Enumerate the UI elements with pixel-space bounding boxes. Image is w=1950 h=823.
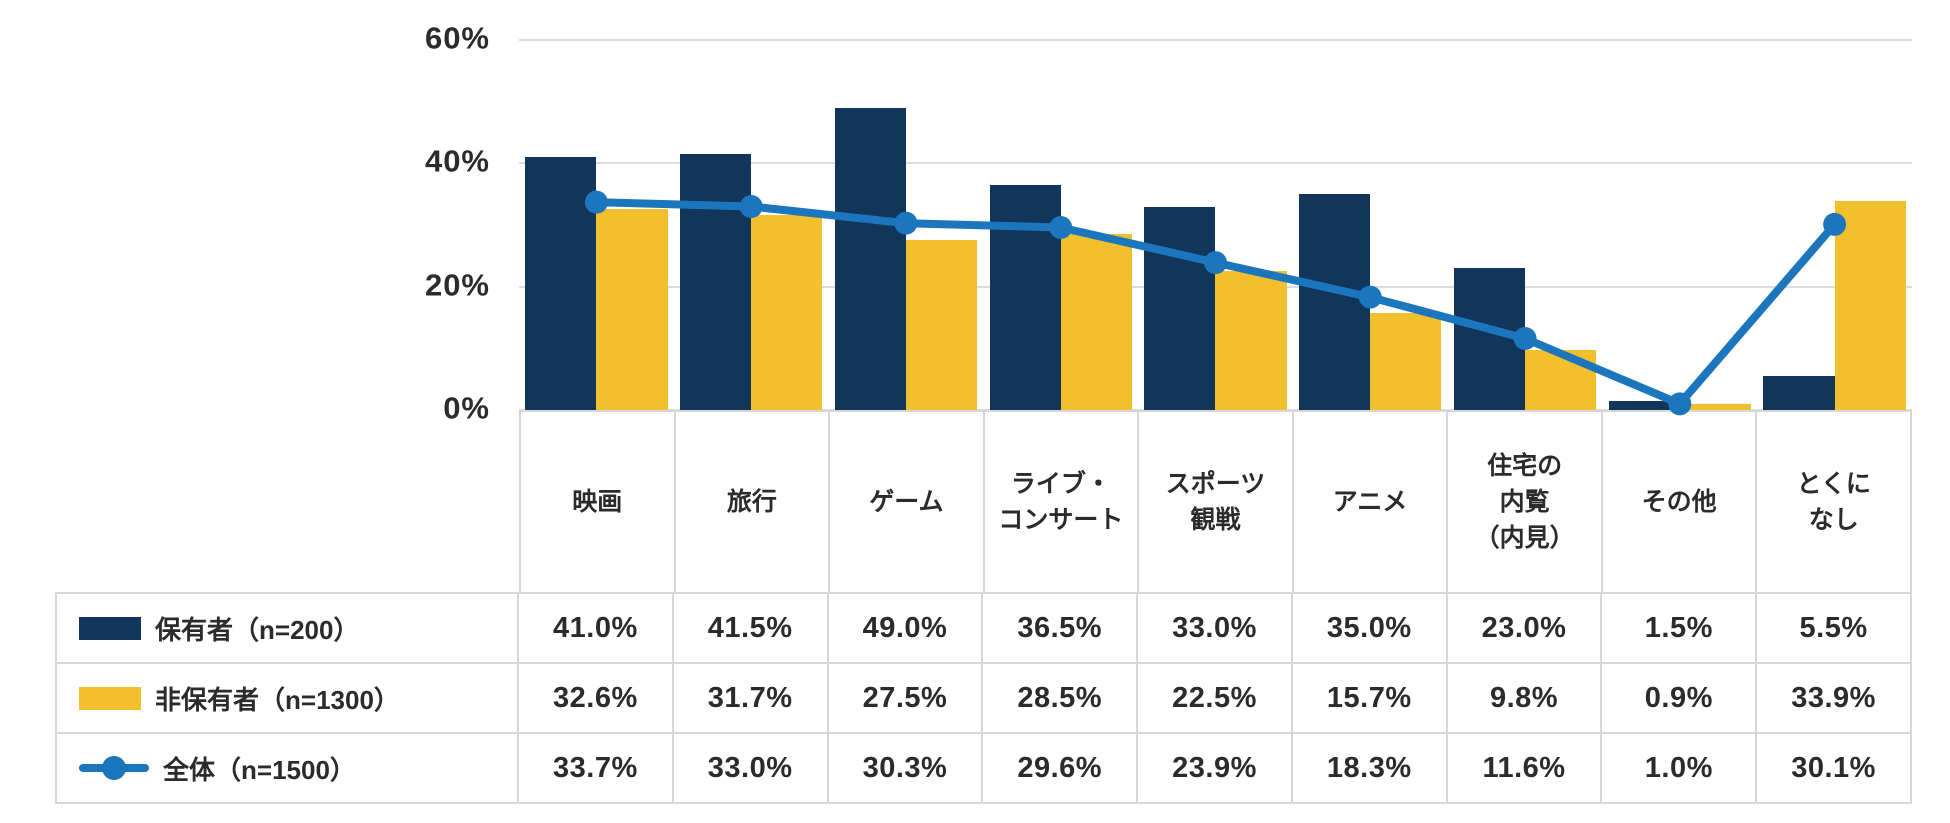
total-line-marker-0 <box>584 190 608 214</box>
line-series-overlay <box>584 190 1847 416</box>
total-line <box>596 198 1838 408</box>
nonowner-bar-5 <box>1370 313 1442 410</box>
y-axis-tick-label: 20% <box>424 267 490 303</box>
table-value-r2-c7: 1.0% <box>1602 734 1756 802</box>
owner-bar-2 <box>834 107 906 410</box>
table-value-r0-c8: 5.5% <box>1757 594 1910 662</box>
table-value-r1-c1: 31.7% <box>673 664 827 732</box>
y-axis-tick-label: 60% <box>424 20 490 56</box>
category-label-3: ライブ・ コンサート <box>984 412 1138 592</box>
nonowner-bar-3 <box>1060 234 1132 410</box>
category-label-2: ゲーム <box>830 412 983 592</box>
table-value-r1-c8: 33.9% <box>1757 664 1910 732</box>
total-line-marker-7 <box>1668 392 1692 416</box>
category-label-7: その他 <box>1602 412 1756 592</box>
table-value-r1-c5: 15.7% <box>1292 664 1446 732</box>
bar-group-0 <box>519 40 674 410</box>
gridline-60 <box>519 39 1912 41</box>
total-line-marker-2 <box>894 211 918 235</box>
data-table: 保有者（n=200） 41.0% 41.5% 49.0% 36.5% 33.0% 35.0%… <box>55 592 1912 804</box>
nonowner-bar-8 <box>1834 200 1906 410</box>
legend-row-2: 全体（n=1500） <box>57 734 517 802</box>
table-value-r1-c0: 32.6% <box>519 664 672 732</box>
y-axis-tick-label: 40% <box>424 143 490 179</box>
total-line-marker-8 <box>1823 212 1847 236</box>
nonowner-bar-1 <box>751 214 823 410</box>
bar-group-1 <box>674 40 829 410</box>
bar-group-4 <box>1138 40 1293 410</box>
total-line-marker-4 <box>1204 251 1227 275</box>
owner-bar-7 <box>1608 400 1680 410</box>
category-label-5: アニメ <box>1293 412 1447 592</box>
table-value-r1-c4: 22.5% <box>1138 664 1291 732</box>
table-value-r0-c4: 33.0% <box>1138 594 1291 662</box>
bar-group-5 <box>1293 40 1448 410</box>
legend-row-0: 保有者（n=200） <box>57 594 517 662</box>
table-value-r2-c0: 33.7% <box>519 734 672 802</box>
table-value-r1-c6: 9.8% <box>1447 664 1601 732</box>
owner-bar-1 <box>679 154 752 410</box>
table-value-r0-c7: 1.5% <box>1602 594 1756 662</box>
bar-group-6 <box>1448 40 1603 410</box>
nonowner-bar-4 <box>1215 271 1287 410</box>
table-value-r2-c6: 11.6% <box>1447 734 1601 802</box>
category-label-1: 旅行 <box>675 412 829 592</box>
table-value-r0-c3: 36.5% <box>983 594 1137 662</box>
table-value-r2-c2: 30.3% <box>828 734 982 802</box>
bar-group-7 <box>1602 40 1757 410</box>
table-value-r0-c1: 41.5% <box>673 594 827 662</box>
table-value-r0-c5: 35.0% <box>1292 594 1446 662</box>
legend-swatch-icon <box>79 686 141 710</box>
owner-bar-4 <box>1144 206 1216 410</box>
category-label-6: 住宅の 内覧 （内見） <box>1448 412 1601 592</box>
total-line-marker-6 <box>1513 326 1537 350</box>
legend-swatch-icon <box>79 616 141 640</box>
owner-bar-8 <box>1763 376 1835 410</box>
category-label-8: とくに なし <box>1757 412 1910 592</box>
category-label-0: 映画 <box>521 412 674 592</box>
legend-line-marker-icon <box>79 755 149 781</box>
nonowner-bar-0 <box>596 208 668 410</box>
gridline-40 <box>519 162 1912 165</box>
bar-group-3 <box>983 40 1138 410</box>
nonowner-bar-7 <box>1679 404 1751 410</box>
table-value-r2-c3: 29.6% <box>983 734 1137 802</box>
table-value-r0-c0: 41.0% <box>519 594 672 662</box>
table-value-r2-c1: 33.0% <box>673 734 827 802</box>
owner-bar-5 <box>1299 194 1371 410</box>
table-value-r0-c2: 49.0% <box>828 594 982 662</box>
legend-label: 非保有者（n=1300） <box>155 684 400 715</box>
total-line-marker-1 <box>739 195 763 218</box>
legend-label: 全体（n=1500） <box>163 754 356 785</box>
legend-row-1: 非保有者（n=1300） <box>57 664 517 732</box>
table-value-r1-c3: 28.5% <box>983 664 1137 732</box>
table-value-r0-c6: 23.0% <box>1447 594 1601 662</box>
total-line-marker-5 <box>1358 285 1382 309</box>
legend-label: 保有者（n=200） <box>155 614 360 645</box>
table-value-r1-c2: 27.5% <box>828 664 982 732</box>
plot-area <box>519 39 1912 416</box>
bar-group-2 <box>829 40 984 410</box>
total-line-marker-3 <box>1049 215 1073 239</box>
table-value-r2-c4: 23.9% <box>1138 734 1291 802</box>
category-label-4: スポーツ 観戦 <box>1139 412 1292 592</box>
table-value-r2-c5: 18.3% <box>1292 734 1446 802</box>
bar-group-8 <box>1757 40 1912 410</box>
y-axis-tick-label: 0% <box>443 390 490 426</box>
category-header-row: 映画 旅行 ゲーム ライブ・ コンサート スポーツ 観戦 アニメ 住宅の 内覧 （内見） その… <box>519 410 1912 592</box>
nonowner-bar-2 <box>905 240 978 410</box>
table-value-r2-c8: 30.1% <box>1757 734 1910 802</box>
table-value-r1-c7: 0.9% <box>1602 664 1756 732</box>
owner-bar-0 <box>525 157 597 410</box>
